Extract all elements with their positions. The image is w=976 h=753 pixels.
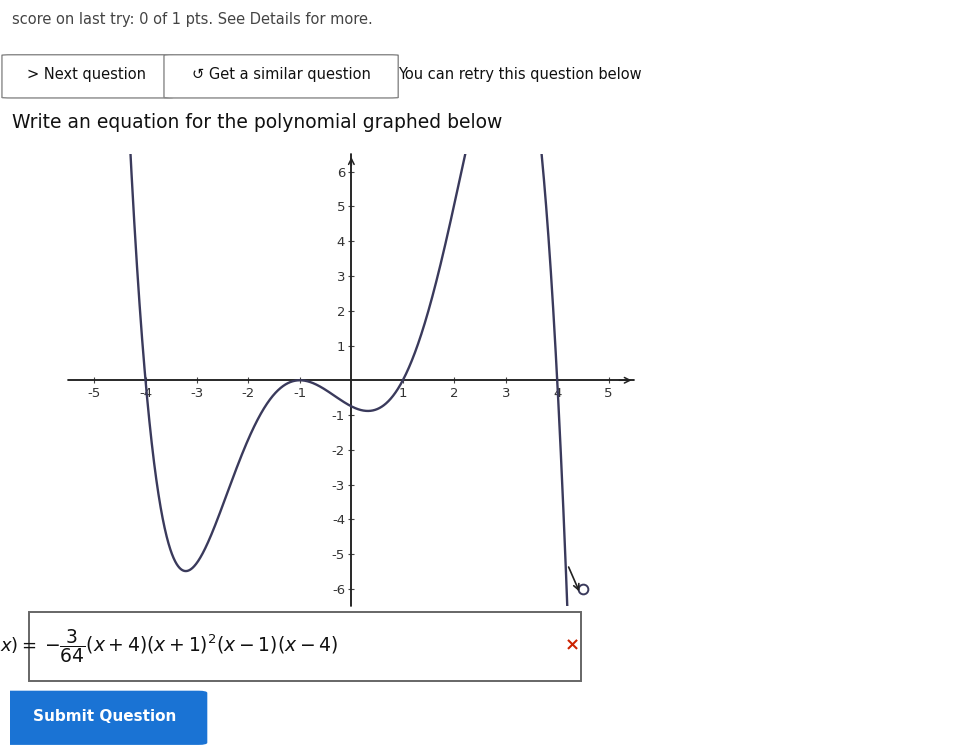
FancyBboxPatch shape [164, 55, 398, 98]
FancyBboxPatch shape [2, 55, 173, 98]
Text: $-\dfrac{3}{64}(x+4)(x+1)^2(x-1)(x-4)$: $-\dfrac{3}{64}(x+4)(x+1)^2(x-1)(x-4)$ [44, 626, 338, 665]
FancyBboxPatch shape [29, 611, 581, 681]
Text: Write an equation for the polynomial graphed below: Write an equation for the polynomial gra… [12, 113, 502, 132]
Text: ×: × [565, 637, 580, 654]
Text: > Next question: > Next question [27, 67, 146, 82]
Text: Submit Question: Submit Question [32, 709, 176, 724]
Text: $y(x) =$: $y(x) =$ [0, 635, 36, 657]
Text: score on last try: 0 of 1 pts. See Details for more.: score on last try: 0 of 1 pts. See Detai… [12, 12, 373, 27]
Text: ↺ Get a similar question: ↺ Get a similar question [191, 67, 371, 82]
FancyBboxPatch shape [1, 691, 207, 745]
Text: You can retry this question below: You can retry this question below [398, 67, 642, 82]
